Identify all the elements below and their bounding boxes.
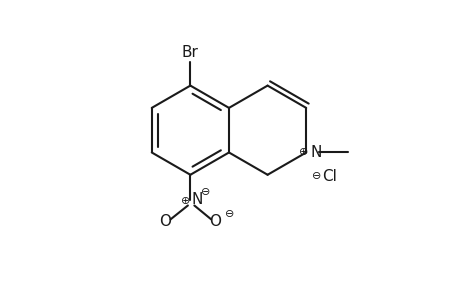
Text: ⊖: ⊖ <box>311 171 320 181</box>
Text: N: N <box>191 192 202 207</box>
Text: ⊕: ⊕ <box>180 196 190 206</box>
Text: O: O <box>159 214 171 229</box>
Text: ⊖: ⊖ <box>224 209 234 219</box>
Text: Cl: Cl <box>322 169 337 184</box>
Text: O: O <box>209 214 221 229</box>
Text: N: N <box>309 145 321 160</box>
Text: ⊖: ⊖ <box>201 187 210 197</box>
Text: Br: Br <box>182 45 198 60</box>
Text: ⊕: ⊕ <box>299 148 308 158</box>
